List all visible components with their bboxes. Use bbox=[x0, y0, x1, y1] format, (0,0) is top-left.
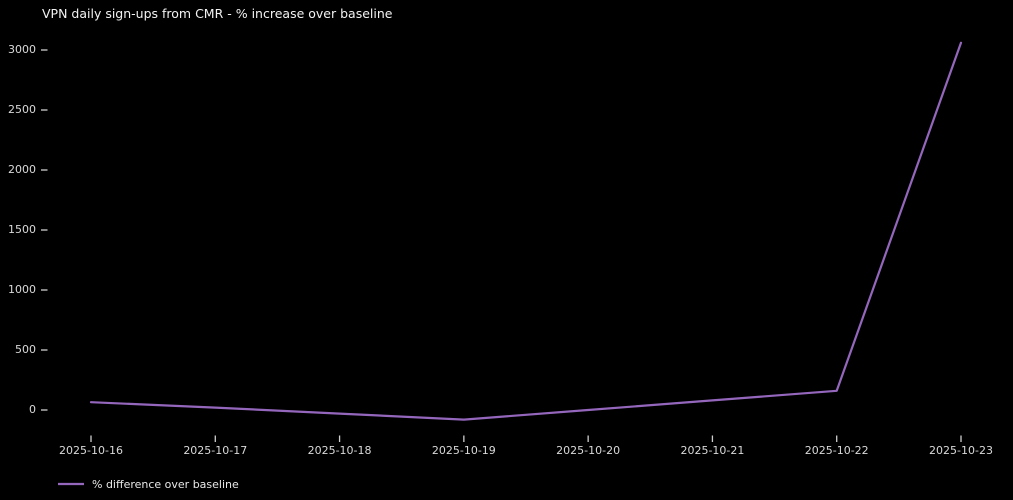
y-tick-label: 1000 bbox=[8, 283, 36, 296]
y-tick-label: 3000 bbox=[8, 43, 36, 56]
legend: % difference over baseline bbox=[57, 475, 239, 493]
x-tick-label: 2025-10-20 bbox=[556, 444, 621, 457]
legend-line-swatch bbox=[58, 482, 84, 486]
y-tick-label: 1500 bbox=[8, 223, 36, 236]
x-tick-label: 2025-10-18 bbox=[307, 444, 372, 457]
series-line bbox=[89, 41, 963, 421]
y-tick-label: 500 bbox=[15, 343, 36, 356]
y-tick-label: 2000 bbox=[8, 163, 36, 176]
chart-title: VPN daily sign-ups from CMR - % increase… bbox=[42, 6, 393, 21]
y-tick-label: 2500 bbox=[8, 103, 36, 116]
x-tick-label: 2025-10-16 bbox=[59, 444, 123, 457]
x-tick-label: 2025-10-21 bbox=[680, 444, 745, 457]
y-tick-label: 0 bbox=[29, 403, 36, 416]
x-tick-label: 2025-10-22 bbox=[804, 444, 869, 457]
x-tick-label: 2025-10-23 bbox=[929, 444, 993, 457]
x-tick-label: 2025-10-17 bbox=[183, 444, 248, 457]
x-tick-label: 2025-10-19 bbox=[431, 444, 496, 457]
legend-label: % difference over baseline bbox=[92, 477, 239, 491]
